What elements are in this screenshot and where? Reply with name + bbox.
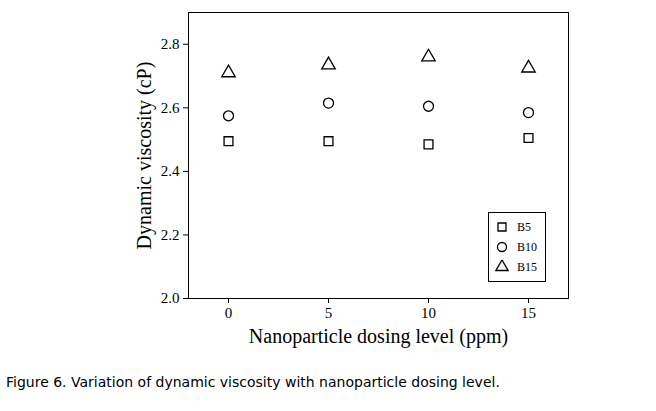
svg-text:2.0: 2.0 (161, 290, 180, 306)
svg-text:15: 15 (521, 305, 536, 321)
svg-text:0: 0 (225, 305, 233, 321)
svg-text:2.8: 2.8 (161, 36, 180, 52)
html-text:B15: B15 (517, 259, 537, 274)
svg-text:5: 5 (325, 305, 333, 321)
svg-text:2.2: 2.2 (161, 227, 180, 243)
svg-text:Nanoparticle dosing level (ppm: Nanoparticle dosing level (ppm) (249, 325, 508, 348)
html-text:Figure 6. Variation of dynamic: Figure 6. Variation of dynamic viscosity… (6, 374, 500, 390)
svg-text:10: 10 (421, 305, 436, 321)
svg-text:2.6: 2.6 (161, 100, 180, 116)
html-text:B5: B5 (517, 219, 531, 234)
svg-text:Dynamic viscosity (cP): Dynamic viscosity (cP) (133, 62, 156, 250)
svg-text:2.4: 2.4 (161, 163, 180, 179)
html-text:B10: B10 (517, 239, 537, 254)
